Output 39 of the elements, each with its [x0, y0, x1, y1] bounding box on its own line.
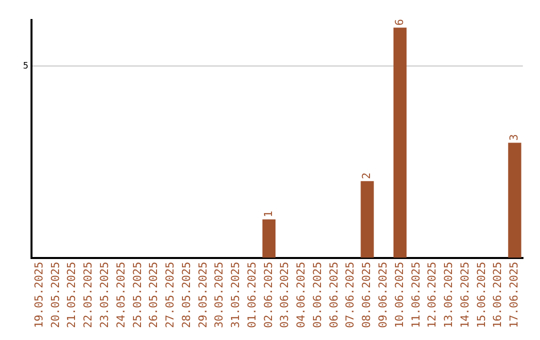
- x-tick-label: 23.05.2025: [98, 262, 111, 328]
- data-label: 3: [508, 134, 521, 141]
- x-tick-label: 10.06.2025: [392, 262, 406, 328]
- bar: [360, 181, 374, 258]
- x-tick-label: 09.06.2025: [376, 262, 390, 328]
- x-tick-label: 03.06.2025: [278, 262, 292, 328]
- x-tick-label: 19.05.2025: [32, 262, 46, 328]
- data-label: 1: [262, 210, 275, 218]
- x-tick-label: 06.06.2025: [327, 262, 340, 328]
- x-tick-label: 01.06.2025: [245, 262, 258, 328]
- x-tick-label: 02.06.2025: [262, 262, 275, 328]
- x-tick-label: 31.05.2025: [229, 262, 242, 328]
- bar: [262, 219, 276, 258]
- x-tick-label: 12.06.2025: [426, 262, 439, 328]
- x-tick-label: 25.05.2025: [130, 262, 144, 328]
- x-tick-label: 27.05.2025: [164, 262, 177, 328]
- x-tick-label: 11.06.2025: [409, 262, 422, 328]
- x-tick-label: 28.05.2025: [180, 262, 193, 328]
- x-tick-label: 14.06.2025: [458, 262, 472, 328]
- data-label: 6: [392, 19, 406, 26]
- x-tick-label: 13.06.2025: [442, 262, 456, 328]
- x-tick-label: 24.05.2025: [114, 262, 128, 328]
- x-tick-label: 26.05.2025: [147, 262, 160, 328]
- x-tick-label: 05.06.2025: [310, 262, 324, 328]
- x-tick-label: 30.05.2025: [212, 262, 226, 328]
- x-tick-label: 21.05.2025: [65, 262, 78, 328]
- x-tick-label: 22.05.2025: [82, 262, 95, 328]
- data-label: 2: [360, 172, 374, 180]
- x-tick-label: 15.06.2025: [474, 262, 488, 328]
- x-tick-label: 04.06.2025: [294, 262, 308, 328]
- x-tick-label: 17.06.2025: [508, 262, 521, 328]
- x-tick-label: 29.05.2025: [196, 262, 210, 328]
- x-tick-label: 20.05.2025: [48, 262, 62, 328]
- bar: [508, 142, 522, 258]
- x-tick-label: 08.06.2025: [360, 262, 374, 328]
- x-tick-label: 07.06.2025: [344, 262, 357, 328]
- y-tick-label: 5: [22, 61, 28, 72]
- x-tick-label: 16.06.2025: [491, 262, 504, 328]
- bar: [393, 28, 407, 258]
